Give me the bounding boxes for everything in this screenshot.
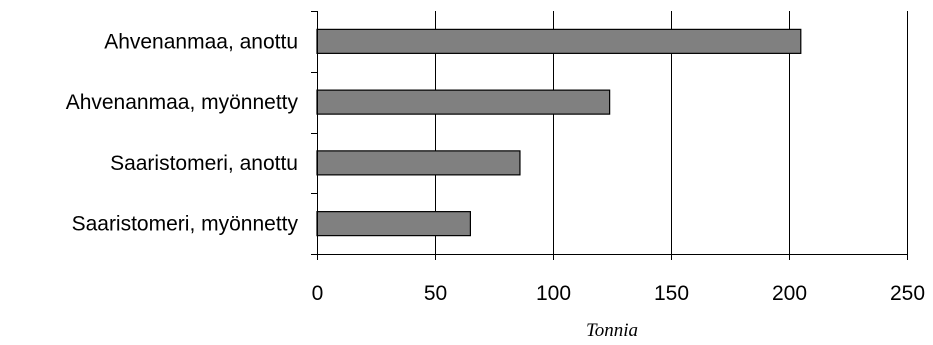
- x-tick-label: 250: [890, 282, 925, 305]
- bar: [317, 29, 801, 53]
- bar: [317, 90, 610, 114]
- category-label: Saaristomeri, anottu: [110, 152, 298, 175]
- bar: [317, 151, 520, 175]
- tick-labels: 0 50 100 150 200 250: [312, 282, 925, 305]
- category-label: Ahvenanmaa, anottu: [104, 30, 298, 53]
- x-tick-label: 200: [772, 282, 807, 305]
- bars: [317, 29, 801, 235]
- x-tick-label: 0: [312, 282, 324, 305]
- category-labels: Ahvenanmaa, anottu Ahvenanmaa, myönnetty S…: [66, 30, 299, 235]
- x-tick-label: 100: [536, 282, 571, 305]
- x-tick-label: 150: [654, 282, 689, 305]
- category-label: Saaristomeri, myönnetty: [72, 213, 299, 236]
- x-axis-title: Tonnia: [586, 320, 638, 341]
- bar: [317, 212, 470, 236]
- category-label: Ahvenanmaa, myönnetty: [66, 91, 299, 114]
- x-tick-label: 50: [424, 282, 447, 305]
